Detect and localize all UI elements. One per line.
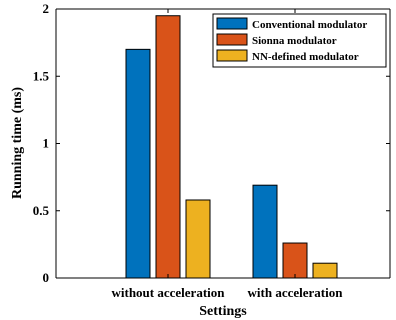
y-axis-title: Running time (ms)	[10, 87, 25, 199]
legend-swatch	[216, 17, 248, 30]
x-axis-title: Settings	[199, 304, 247, 319]
legend-label: Conventional modulator	[252, 19, 367, 31]
legend-label: NN-defined modulator	[252, 51, 359, 63]
x-tick-label: with acceleration	[248, 285, 344, 300]
bar-sionna-modulator-1	[282, 242, 308, 279]
x-tick-label: without acceleration	[111, 285, 225, 300]
bar-nn-defined-modulator-0	[185, 199, 211, 279]
y-tick-label: 1.5	[33, 68, 50, 83]
legend: Conventional modulator Sionna modulator NN…	[212, 13, 387, 68]
x-ticks-group: without acceleration with acceleration	[111, 9, 343, 300]
y-tick-label: 2	[43, 1, 50, 16]
bars-group	[125, 15, 338, 279]
bar-conventional-modulator-1	[252, 184, 278, 279]
y-tick-label: 1	[43, 136, 50, 151]
y-tick-label: 0.5	[33, 203, 50, 218]
legend-label: Sionna modulator	[252, 35, 337, 47]
legend-swatch	[216, 33, 248, 46]
bar-conventional-modulator-0	[125, 48, 151, 279]
bar-nn-defined-modulator-1	[312, 262, 338, 279]
legend-swatch	[216, 49, 248, 62]
y-ticks-group: 0 0.5 1 1.5 2	[33, 1, 390, 285]
bar-sionna-modulator-0	[155, 15, 181, 279]
y-tick-label: 0	[43, 270, 50, 285]
